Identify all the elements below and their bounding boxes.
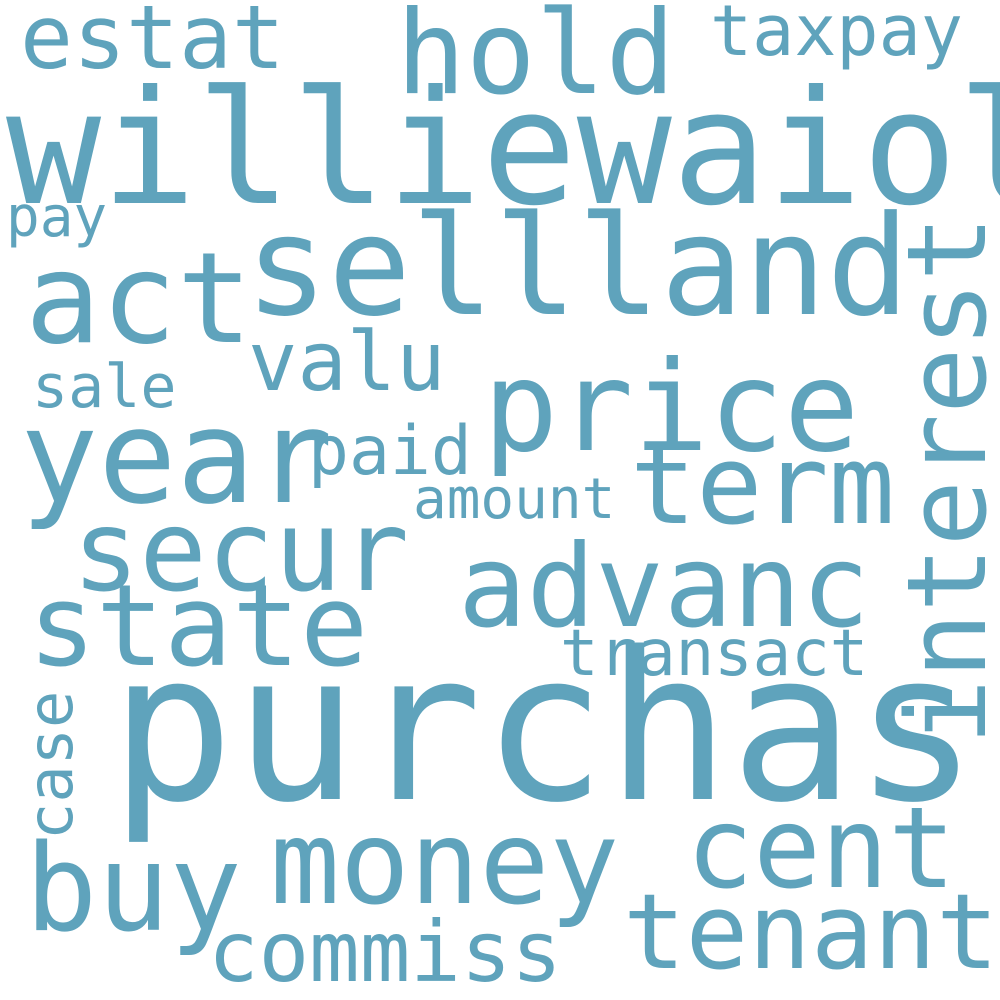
word-pay: pay [6,185,108,250]
word-estat: estat [20,0,285,89]
word-purchas: purchas [110,608,979,848]
word-case: case [14,690,87,840]
word-sellland: sellland [245,186,910,347]
word-paid: paid [308,412,472,491]
word-money: money [270,796,620,931]
word-tenant: tenant [623,871,999,993]
word-buy: buy [25,820,242,959]
word-interest: interest [883,215,1000,745]
word-amount: amount [413,467,616,532]
word-price: price [483,335,860,480]
word-act: act [25,225,253,372]
word-williewaiola: williewaiola [6,57,1000,241]
word-sale: sale [32,352,177,422]
word-valu: valu [248,315,446,410]
word-taxpay: taxpay [710,0,963,72]
word-hold: hold [396,0,676,121]
word-secur: secur [72,487,410,617]
word-state: state [28,560,369,692]
word-transact: transact [560,617,869,691]
word-commiss: commiss [208,903,563,1000]
word-advanc: advanc [458,520,870,653]
word-term: term [630,421,895,549]
word-year: year [20,381,334,533]
word-cent: cent [686,784,956,914]
